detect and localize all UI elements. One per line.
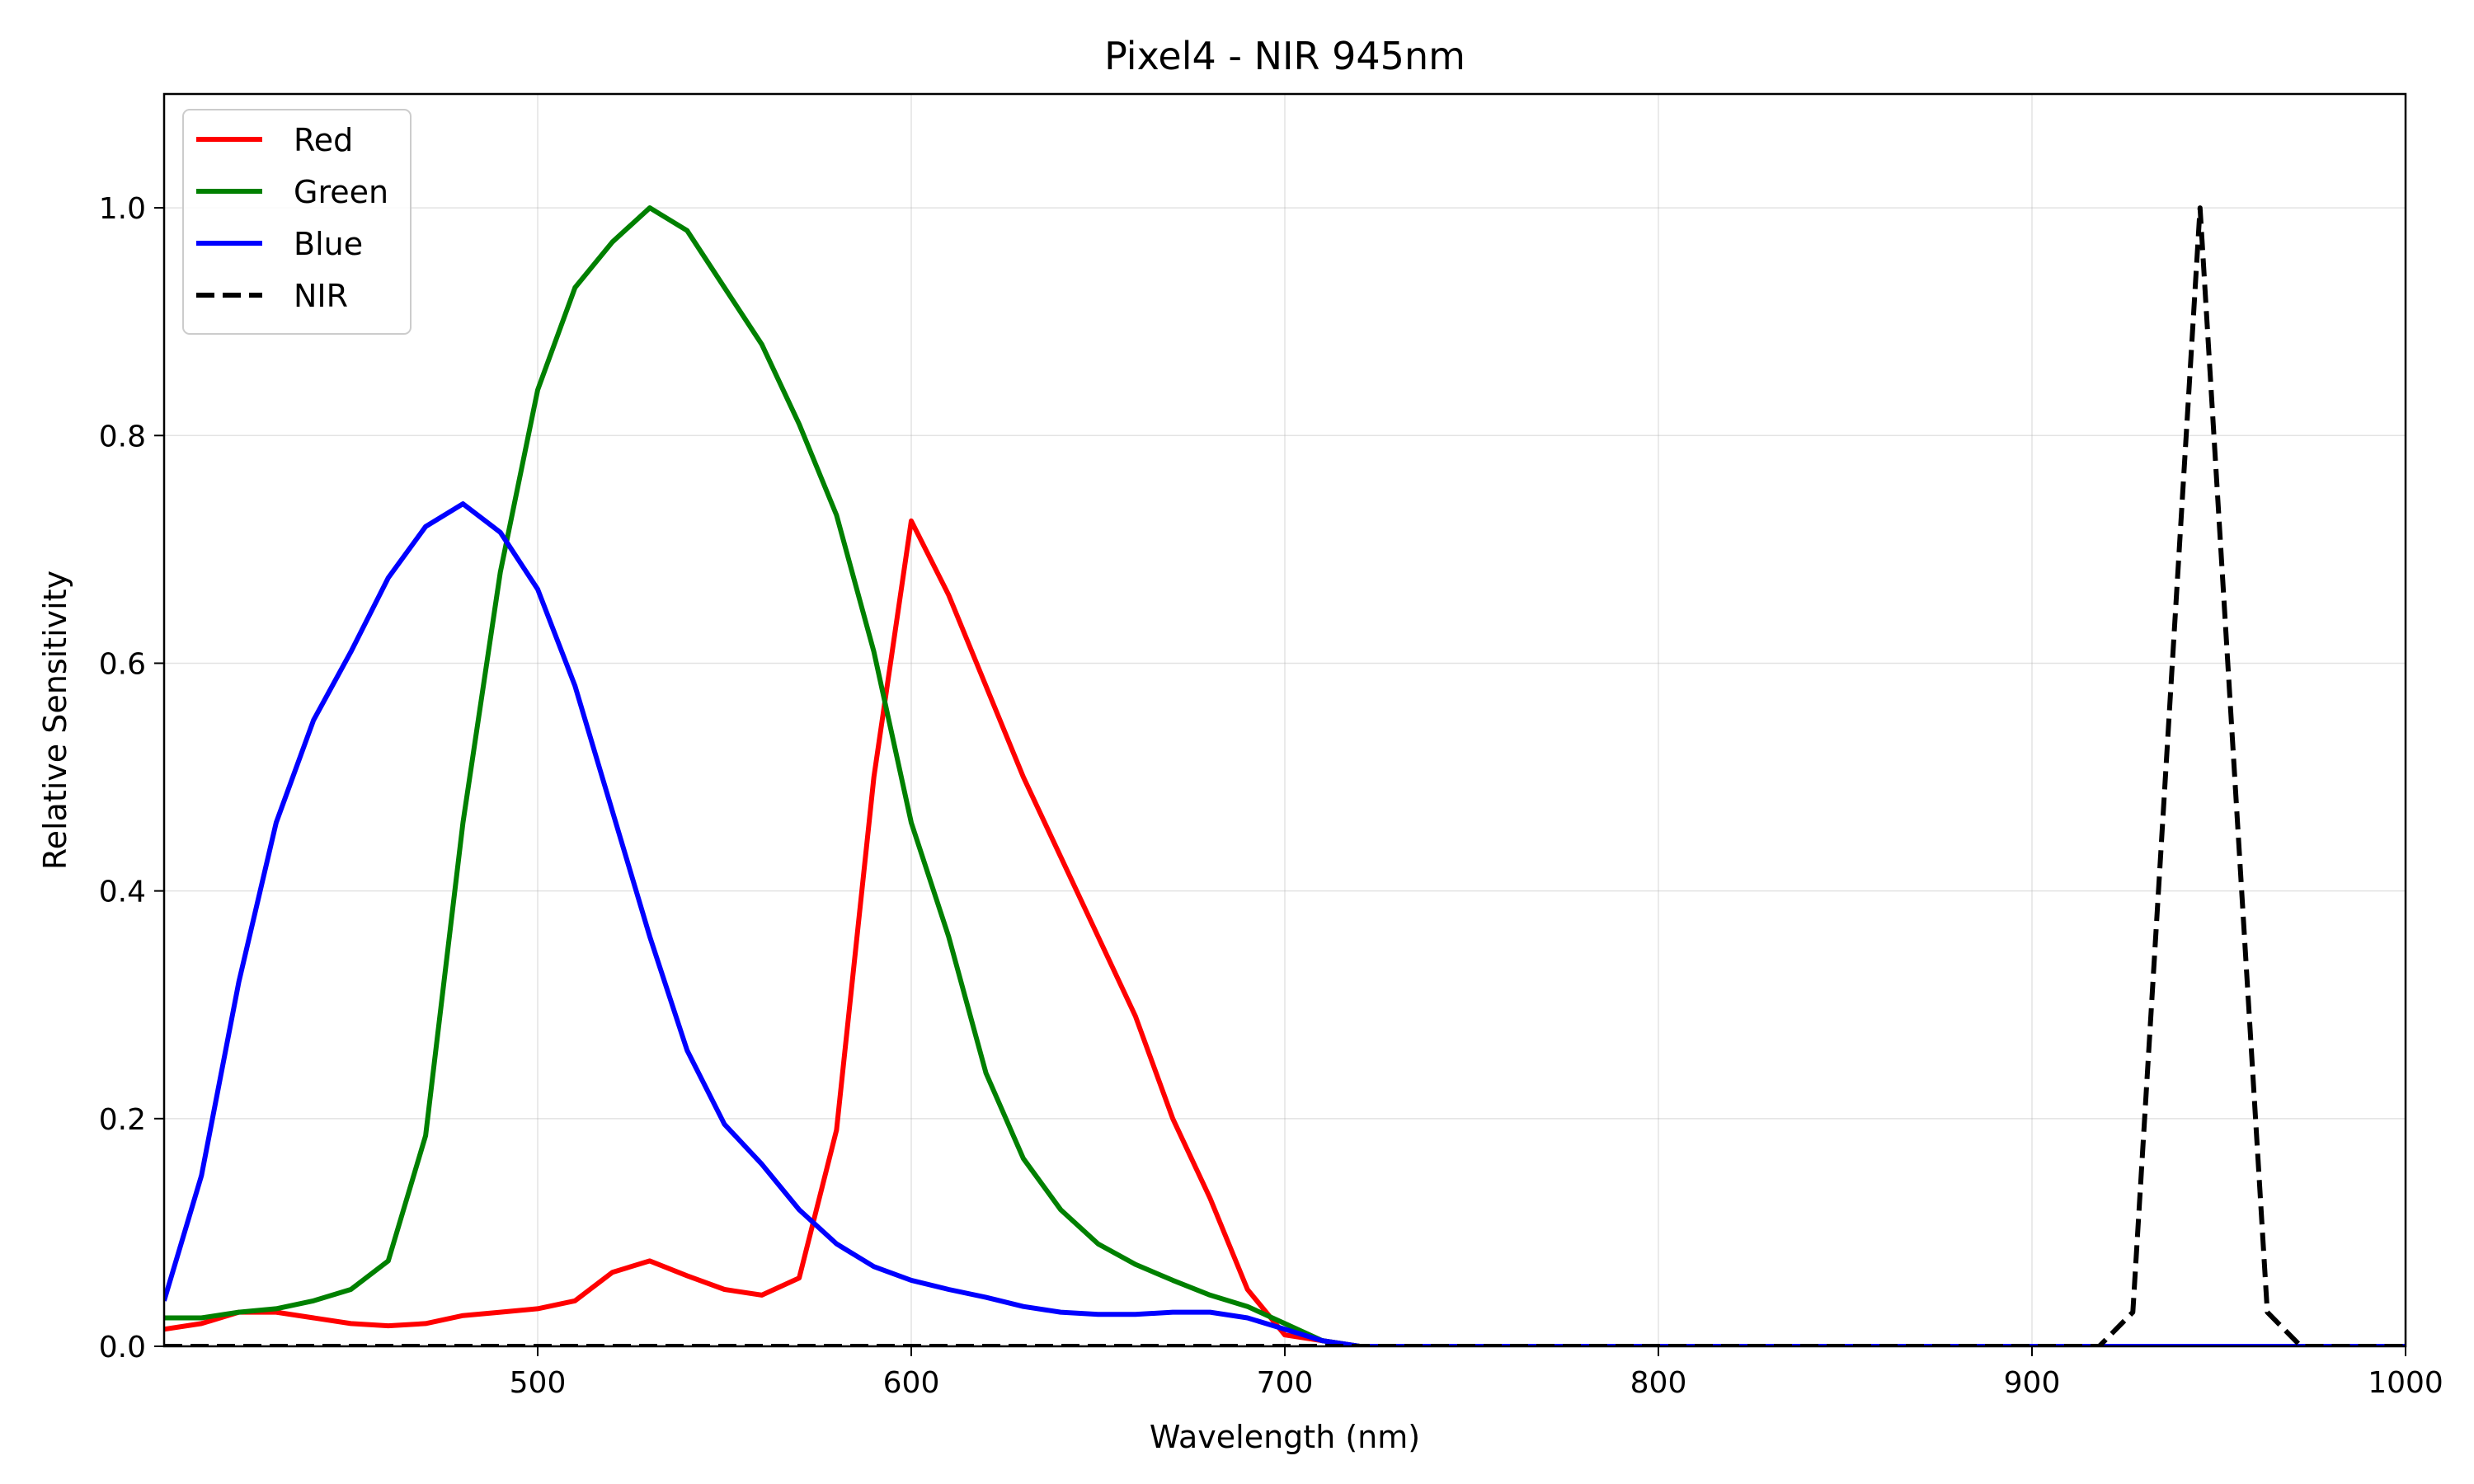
y-axis-label: Relative Sensitivity bbox=[37, 571, 73, 870]
x-tick-label: 900 bbox=[2004, 1366, 2061, 1400]
chart-title: Pixel4 - NIR 945nm bbox=[1104, 34, 1465, 78]
plot-area bbox=[164, 205, 2406, 1346]
legend: Red Green Blue NIR bbox=[182, 109, 412, 335]
y-tick-label: 1.0 bbox=[99, 192, 146, 226]
y-tick-label: 0.0 bbox=[99, 1331, 146, 1364]
y-tick-label: 0.4 bbox=[99, 876, 146, 909]
series-line-red bbox=[164, 518, 2406, 1346]
y-tick-label: 0.6 bbox=[99, 647, 146, 681]
legend-label-green: Green bbox=[294, 174, 388, 210]
y-tick-label: 0.8 bbox=[99, 420, 146, 453]
x-axis: 500 600 700 800 900 1000 bbox=[510, 1346, 2443, 1400]
legend-label-nir: NIR bbox=[294, 278, 348, 314]
series-line-nir bbox=[164, 205, 2406, 1346]
x-tick-label: 700 bbox=[1257, 1366, 1314, 1400]
y-tick-label: 0.2 bbox=[99, 1103, 146, 1137]
x-axis-label: Wavelength (nm) bbox=[1150, 1419, 1420, 1455]
series-line-green bbox=[164, 205, 2406, 1346]
y-axis: 0.0 0.2 0.4 0.6 0.8 1.0 bbox=[99, 192, 164, 1364]
legend-label-blue: Blue bbox=[294, 226, 363, 262]
x-tick-label: 600 bbox=[883, 1366, 940, 1400]
x-tick-label: 500 bbox=[510, 1366, 567, 1400]
series-line-blue bbox=[164, 501, 2406, 1346]
legend-box bbox=[182, 109, 412, 335]
x-tick-label: 800 bbox=[1630, 1366, 1687, 1400]
x-tick-label: 1000 bbox=[2368, 1366, 2443, 1400]
legend-label-red: Red bbox=[294, 122, 353, 158]
